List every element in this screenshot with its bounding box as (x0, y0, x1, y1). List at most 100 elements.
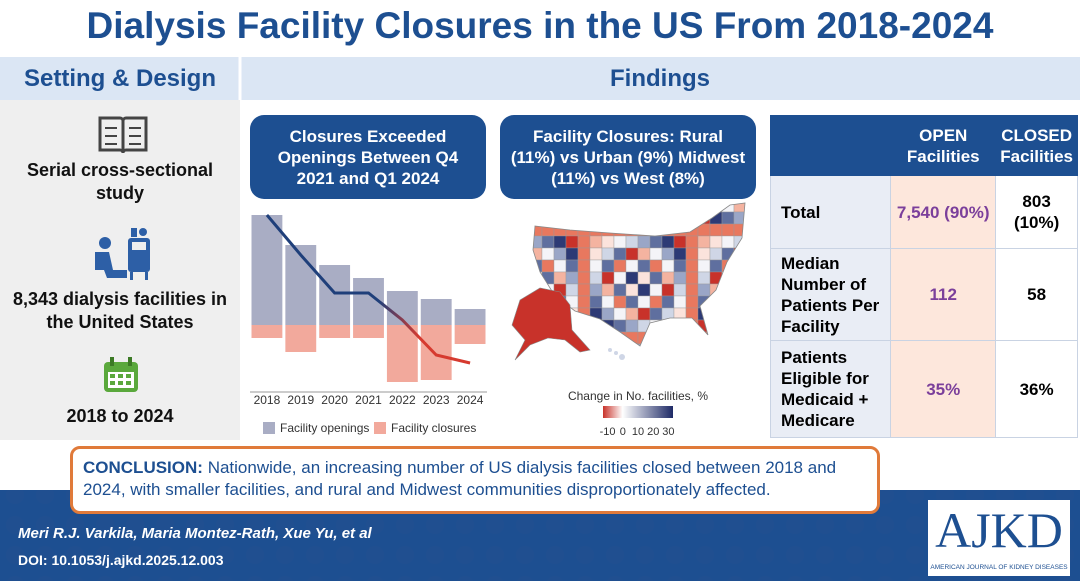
table-wrap: OPEN Facilities CLOSED Facilities Total … (769, 115, 1078, 438)
map-region (673, 211, 687, 225)
map-region (685, 283, 699, 297)
us-outline (532, 202, 746, 347)
map-region (685, 247, 699, 261)
cell: 803 (10%) (995, 175, 1078, 249)
design-item: 2018 to 2024 (66, 406, 174, 426)
map-region (541, 203, 555, 213)
map-region (673, 247, 687, 261)
map-region (589, 203, 603, 213)
map-region (709, 203, 723, 213)
map-region (625, 259, 639, 273)
header-band (0, 57, 1080, 100)
map-region (721, 319, 735, 333)
map-region (613, 211, 627, 225)
x-tick-label: 2023 (423, 393, 450, 407)
map-region (709, 259, 723, 273)
map-region (697, 203, 711, 213)
colorbar-tick: 30 (662, 426, 674, 438)
map-region (553, 211, 567, 225)
map-region (577, 223, 591, 237)
x-tick-label: 2019 (287, 393, 314, 407)
legend-label: Facility closures (391, 421, 476, 435)
section-heading: Findings (610, 64, 710, 92)
map-region (697, 235, 711, 249)
map-region (709, 223, 723, 237)
row-label: Median Number of Patients Per Facility (769, 248, 892, 341)
doi: DOI: 10.1053/j.ajkd.2025.12.003 (18, 552, 224, 568)
bar (285, 245, 317, 325)
map-region (577, 247, 591, 261)
authors: Meri R.J. Varkila, Maria Montez-Rath, Xu… (18, 525, 372, 542)
map-region (673, 343, 687, 346)
conclusion-text: Nationwide, an increasing number of US d… (83, 458, 837, 499)
map-region (649, 283, 663, 297)
map-region (625, 319, 639, 333)
bar (454, 325, 486, 344)
map-region (565, 211, 579, 225)
map-region (613, 283, 627, 297)
map-region (709, 343, 723, 346)
map-region (565, 271, 579, 285)
map-region (589, 259, 603, 273)
map-region (673, 259, 687, 273)
table-header: OPEN Facilities CLOSED Facilities (769, 115, 1078, 176)
bar (251, 215, 283, 325)
map-region (613, 307, 627, 321)
header-cell: CLOSED Facilities (995, 115, 1078, 176)
map-region (649, 223, 663, 237)
map-region (601, 295, 615, 309)
map-region (601, 283, 615, 297)
colorbar-tick: 20 (647, 426, 659, 438)
map-region (697, 331, 711, 345)
bar (353, 325, 384, 338)
map-region (721, 331, 735, 345)
map-region (673, 295, 687, 309)
x-tick-label: 2022 (389, 393, 416, 407)
bar (386, 325, 418, 382)
map-region (733, 331, 745, 345)
map-region (637, 203, 651, 213)
legend-swatch (374, 422, 386, 434)
logo: AJKD (935, 502, 1063, 558)
map-region (637, 223, 651, 237)
conclusion-box: CONCLUSION: Nationwide, an increasing nu… (70, 446, 880, 514)
map-region (673, 203, 687, 213)
legend-label: Facility openings (280, 421, 369, 435)
map-region (733, 343, 745, 346)
map-region (685, 295, 699, 309)
map-region (649, 247, 663, 261)
map-region (661, 211, 675, 225)
map-region (673, 331, 687, 345)
map-region (637, 247, 651, 261)
map-region (601, 203, 615, 213)
map-region (533, 235, 543, 249)
map-region (625, 203, 639, 213)
map-region (685, 259, 699, 273)
map-region (601, 331, 615, 345)
map-region (697, 259, 711, 273)
colorbar (603, 406, 673, 418)
map-region (565, 203, 579, 213)
map-region (685, 235, 699, 249)
book-icon (98, 116, 148, 154)
map-region (533, 343, 543, 346)
map-region (661, 247, 675, 261)
map-region (553, 271, 567, 285)
map-region (721, 223, 735, 237)
map-region (661, 283, 675, 297)
map-region (673, 223, 687, 237)
map-region (577, 235, 591, 249)
map-region (601, 247, 615, 261)
design-item: 8,343 dialysis facilities in the United … (12, 289, 228, 332)
map-region (565, 247, 579, 261)
map-region (553, 223, 567, 237)
map-region (649, 203, 663, 213)
map-region (637, 235, 651, 249)
chart-title: Closures Exceeded Openings Between Q4 20… (250, 115, 486, 199)
map-region (709, 235, 723, 249)
map-region (661, 203, 675, 213)
map-region (613, 295, 627, 309)
map-region (625, 247, 639, 261)
map-region (673, 235, 687, 249)
